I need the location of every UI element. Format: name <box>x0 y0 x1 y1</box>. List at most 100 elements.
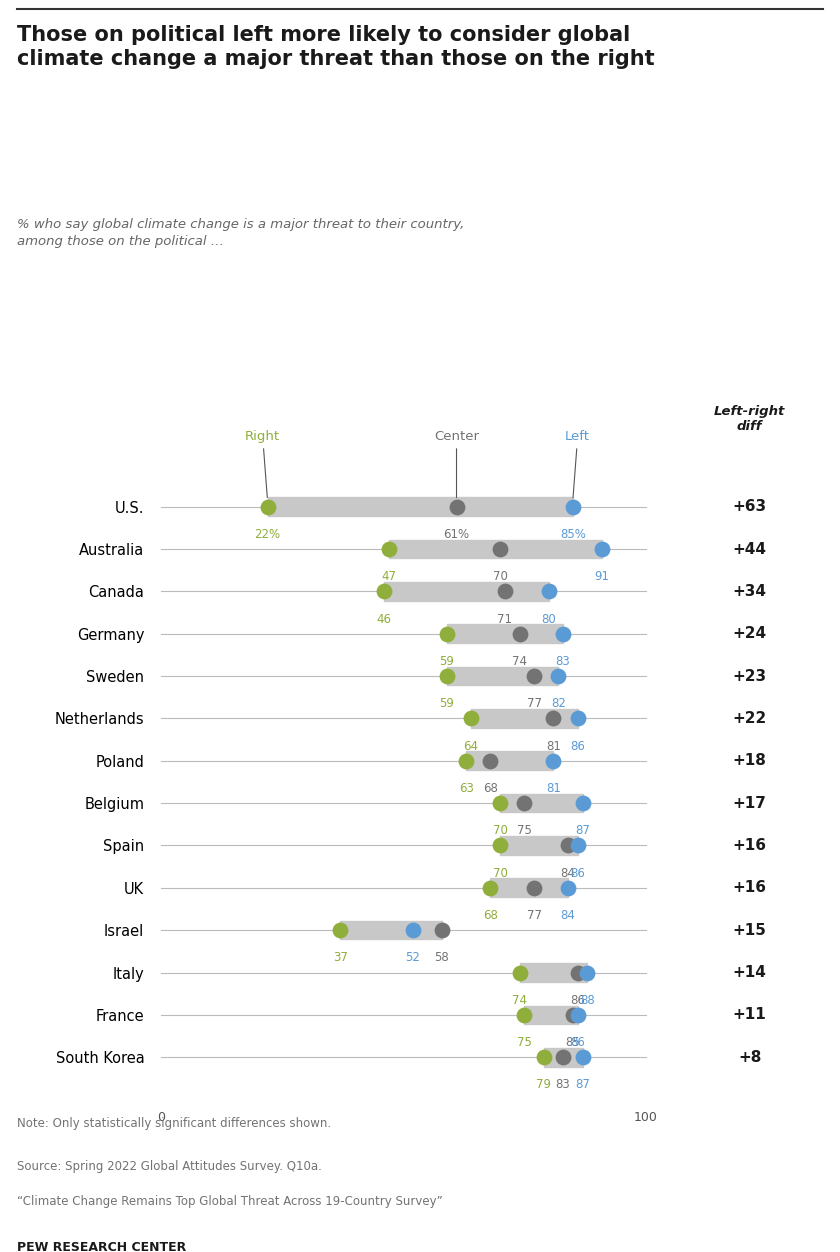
Text: 81: 81 <box>546 782 561 795</box>
Text: 77: 77 <box>527 697 542 710</box>
Point <box>517 793 531 813</box>
Text: 70: 70 <box>493 866 507 880</box>
Text: Left: Left <box>565 431 591 497</box>
Point <box>484 751 497 771</box>
Text: 74: 74 <box>512 994 527 1007</box>
Text: +11: +11 <box>732 1008 767 1023</box>
Point <box>542 581 555 601</box>
Text: 75: 75 <box>517 824 532 838</box>
Text: 61%: 61% <box>444 528 470 541</box>
Text: 63: 63 <box>459 782 474 795</box>
Text: 83: 83 <box>556 655 570 667</box>
Text: 84: 84 <box>560 909 575 921</box>
Text: 87: 87 <box>575 824 590 838</box>
Point <box>547 709 560 729</box>
Point <box>440 666 454 686</box>
Text: 52: 52 <box>406 952 420 964</box>
Text: +15: +15 <box>732 923 767 938</box>
Point <box>566 497 580 517</box>
Text: +8: +8 <box>738 1049 761 1064</box>
Text: 86: 86 <box>570 1037 585 1049</box>
Text: 70: 70 <box>493 570 507 583</box>
Text: 80: 80 <box>541 612 556 626</box>
Text: 86: 86 <box>570 994 585 1007</box>
Point <box>575 793 589 813</box>
Text: 75: 75 <box>517 1037 532 1049</box>
Point <box>528 666 541 686</box>
Text: 91: 91 <box>595 570 609 583</box>
Text: Note: Only statistically significant differences shown.: Note: Only statistically significant dif… <box>17 1117 331 1129</box>
Text: +18: +18 <box>732 754 767 769</box>
Point <box>528 878 541 898</box>
Point <box>260 497 274 517</box>
Point <box>484 878 497 898</box>
Text: 82: 82 <box>551 697 565 710</box>
Point <box>498 581 512 601</box>
Point <box>440 623 454 644</box>
Text: “Climate Change Remains Top Global Threat Across 19-Country Survey”: “Climate Change Remains Top Global Threa… <box>17 1196 443 1208</box>
Text: 85: 85 <box>565 1037 580 1049</box>
Text: 58: 58 <box>434 952 449 964</box>
Point <box>512 623 526 644</box>
Text: +16: +16 <box>732 838 767 853</box>
Text: 83: 83 <box>556 1078 570 1092</box>
Point <box>493 835 507 855</box>
Point <box>556 1047 570 1067</box>
Point <box>333 920 347 940</box>
Text: 84: 84 <box>560 866 575 880</box>
Point <box>575 1047 589 1067</box>
Text: 59: 59 <box>439 697 454 710</box>
Point <box>561 878 575 898</box>
Text: 81: 81 <box>546 740 561 752</box>
Point <box>517 1005 531 1025</box>
Text: Those on political left more likely to consider global
climate change a major th: Those on political left more likely to c… <box>17 25 654 69</box>
Text: +16: +16 <box>732 880 767 895</box>
Point <box>566 1005 580 1025</box>
Text: 59: 59 <box>439 655 454 667</box>
Point <box>552 666 565 686</box>
Text: +22: +22 <box>732 711 767 726</box>
Text: +44: +44 <box>732 542 767 557</box>
Text: 87: 87 <box>575 1078 590 1092</box>
Text: 86: 86 <box>570 866 585 880</box>
Text: +23: +23 <box>732 669 767 684</box>
Point <box>435 920 449 940</box>
Text: +14: +14 <box>732 965 767 980</box>
Point <box>571 709 585 729</box>
Text: +63: +63 <box>732 500 767 515</box>
Point <box>556 623 570 644</box>
Text: 46: 46 <box>376 612 391 626</box>
Text: 71: 71 <box>497 612 512 626</box>
Text: 77: 77 <box>527 909 542 921</box>
Text: 22%: 22% <box>255 528 281 541</box>
Text: 68: 68 <box>483 909 498 921</box>
Point <box>571 963 585 983</box>
Text: 64: 64 <box>464 740 479 752</box>
Point <box>580 963 594 983</box>
Text: 37: 37 <box>333 952 348 964</box>
Text: 85%: 85% <box>560 528 585 541</box>
Text: +24: +24 <box>732 626 767 641</box>
Text: 68: 68 <box>483 782 498 795</box>
Text: 47: 47 <box>381 570 396 583</box>
Point <box>459 751 473 771</box>
Text: Source: Spring 2022 Global Attitudes Survey. Q10a.: Source: Spring 2022 Global Attitudes Sur… <box>17 1161 322 1173</box>
Point <box>547 751 560 771</box>
Text: 70: 70 <box>493 824 507 838</box>
Point <box>537 1047 550 1067</box>
Text: 86: 86 <box>570 740 585 752</box>
Point <box>596 540 609 560</box>
Point <box>377 581 391 601</box>
Text: 79: 79 <box>536 1078 551 1092</box>
Point <box>449 497 463 517</box>
Point <box>571 1005 585 1025</box>
Point <box>571 835 585 855</box>
Text: 74: 74 <box>512 655 527 667</box>
Text: +17: +17 <box>732 795 767 810</box>
Text: Right: Right <box>245 431 281 497</box>
Point <box>407 920 420 940</box>
Text: % who say global climate change is a major threat to their country,
among those : % who say global climate change is a maj… <box>17 218 465 248</box>
Text: +34: +34 <box>732 583 767 598</box>
Point <box>465 709 478 729</box>
Point <box>493 793 507 813</box>
